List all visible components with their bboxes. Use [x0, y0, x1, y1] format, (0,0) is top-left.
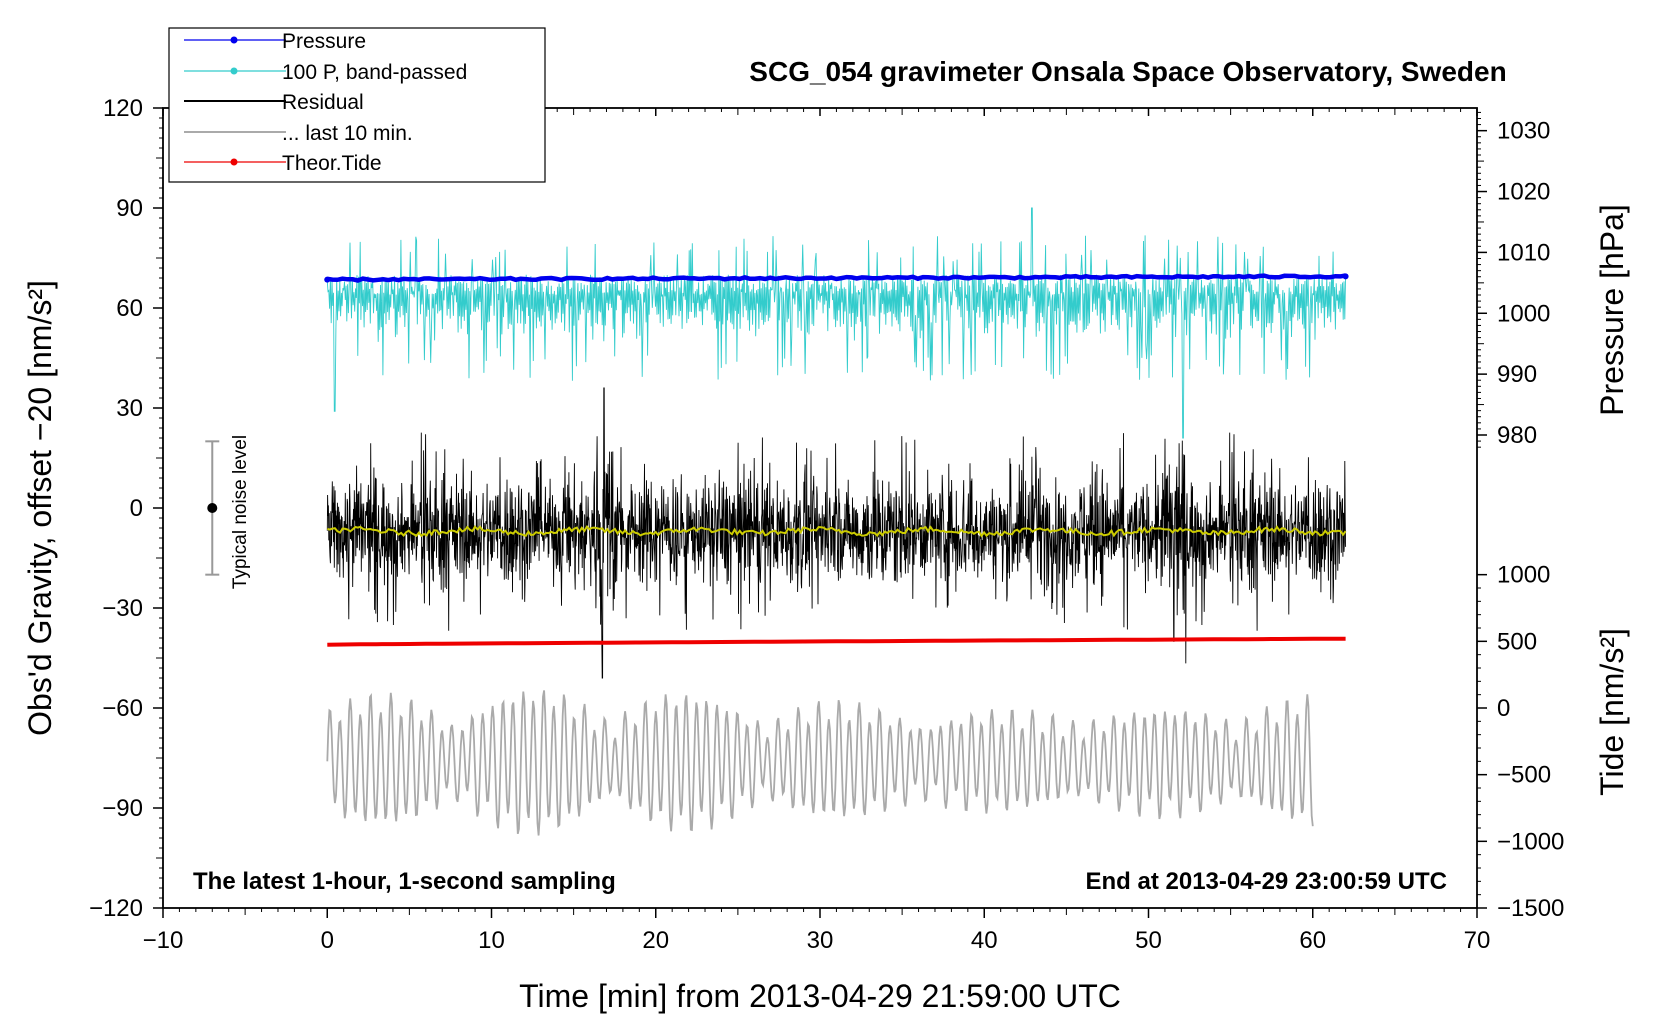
pressure-tick-label: 990 [1497, 361, 1537, 388]
x-tick-label: 50 [1135, 927, 1162, 954]
x-tick-label: 10 [478, 927, 505, 954]
y-tick-label: −60 [102, 695, 143, 722]
x-tick-label: 70 [1464, 927, 1491, 954]
legend-label-tide: Theor.Tide [282, 152, 382, 175]
tide-tick-label: 0 [1497, 695, 1510, 722]
y-tick-label: −120 [89, 895, 143, 922]
legend-item-last10: ... last 10 min. [184, 122, 413, 145]
tide-tick-label: −1500 [1497, 895, 1564, 922]
series-layer [324, 207, 1349, 836]
tide-tick-label: 500 [1497, 628, 1537, 655]
legend-dot-pressure [230, 36, 238, 44]
tide-tick-label: −1000 [1497, 828, 1564, 855]
pressure-tick-label: 980 [1497, 422, 1537, 449]
y-tick-label: 120 [103, 95, 143, 122]
chart-title: SCG_054 gravimeter Onsala Space Observat… [749, 56, 1506, 87]
series-pressure-end-dot [1342, 273, 1349, 280]
legend-box [168, 27, 546, 183]
series-pressure-start-dot [324, 276, 331, 283]
y-axis-label-tide: Tide [nm/s²] [1594, 628, 1630, 796]
ticks-layer: −10 0 10 20 30 40 50 60 70−120−90−60−30030609012… [89, 95, 1564, 954]
legend-item-bandpassed: 100 P, band-passed [184, 61, 467, 84]
y-tick-label: −30 [102, 595, 143, 622]
legend-dot-bandpassed [230, 67, 238, 75]
x-tick-label: 20 [642, 927, 669, 954]
x-tick-label: −10 [143, 927, 184, 954]
y-tick-label: 60 [116, 295, 143, 322]
tide-tick-label: 1000 [1497, 562, 1550, 589]
x-tick-label: 40 [971, 927, 998, 954]
x-tick-label: 0 [321, 927, 334, 954]
pressure-tick-label: 1020 [1497, 179, 1550, 206]
legend-item-tide: Theor.Tide [184, 152, 382, 175]
annotation-sampling: The latest 1-hour, 1-second sampling [193, 868, 616, 895]
x-tick-label: 30 [807, 927, 834, 954]
y-tick-label: 0 [130, 495, 143, 522]
y-axis-label-pressure: Pressure [hPa] [1594, 204, 1630, 416]
noise-level-indicator: Typical noise level [205, 435, 251, 589]
legend-label-last10: ... last 10 min. [282, 122, 413, 145]
series-tide-line [327, 636, 1346, 647]
noise-center-dot [207, 503, 218, 513]
tide-tick-label: −500 [1497, 762, 1551, 789]
noise-label: Typical noise level [230, 435, 251, 589]
legend-item-residual: Residual [184, 91, 364, 114]
legend-label-bandpassed: 100 P, band-passed [282, 61, 467, 84]
series-pressure-line [326, 273, 1347, 283]
pressure-tick-label: 1030 [1497, 118, 1550, 145]
y-tick-label: 90 [116, 195, 143, 222]
series-last10-line [326, 690, 1314, 836]
y-axis-label-left: Obs'd Gravity, offset −20 [nm/s²] [22, 280, 58, 736]
series-smoothed-residual-line [327, 525, 1347, 538]
pressure-tick-label: 1010 [1497, 239, 1550, 266]
legend-label-pressure: Pressure [282, 30, 366, 53]
annotation-end-time: End at 2013-04-29 23:00:59 UTC [1086, 868, 1448, 895]
x-tick-label: 60 [1299, 927, 1326, 954]
series-bandpassed-line [326, 207, 1347, 439]
legend-label-residual: Residual [282, 91, 364, 114]
series-residual-line [326, 387, 1347, 679]
pressure-tick-label: 1000 [1497, 300, 1550, 327]
y-tick-label: 30 [116, 395, 143, 422]
legend-dot-tide [230, 158, 238, 166]
y-tick-label: −90 [102, 795, 143, 822]
legend: Pressure 100 P, band-passed Residual ...… [168, 27, 546, 183]
legend-item-pressure: Pressure [184, 30, 366, 53]
x-axis-label: Time [min] from 2013-04-29 21:59:00 UTC [519, 978, 1121, 1014]
